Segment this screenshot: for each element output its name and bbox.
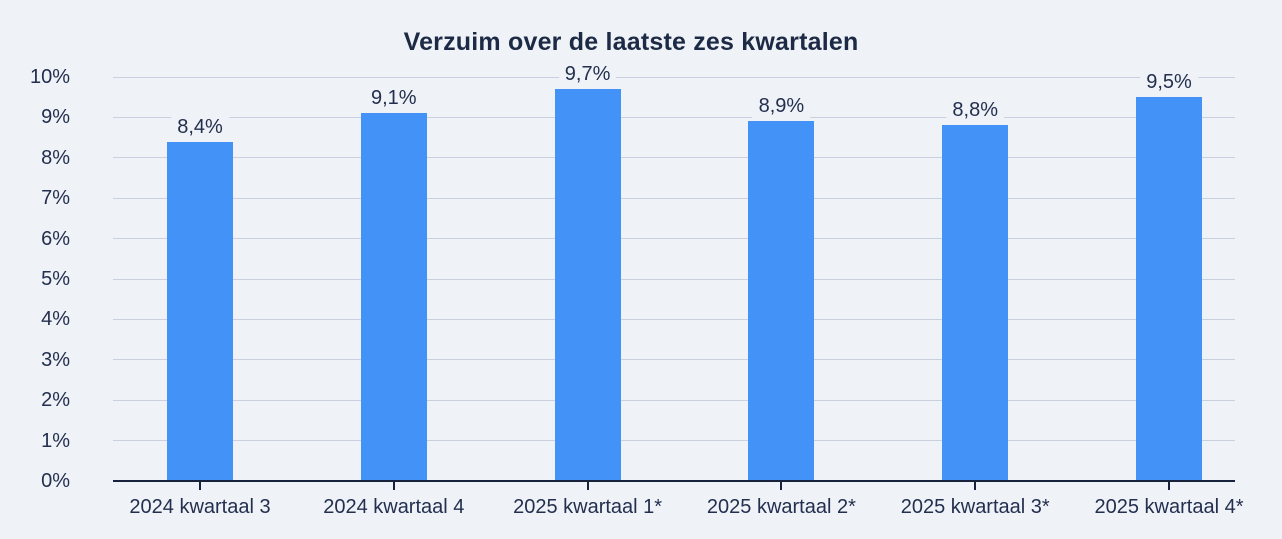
y-axis-tick-label: 7% xyxy=(41,187,70,210)
gridline xyxy=(113,76,1235,78)
gridline xyxy=(113,359,1235,361)
gridline xyxy=(113,318,1235,320)
gridline xyxy=(113,278,1235,280)
bar-value-label: 8,4% xyxy=(171,114,229,139)
x-axis-line xyxy=(113,480,1235,482)
x-axis-tick xyxy=(780,482,783,490)
chart-title: Verzuim over de laatste zes kwartalen xyxy=(403,28,859,56)
bar xyxy=(360,113,427,481)
y-axis-tick-label: 4% xyxy=(41,308,70,331)
x-axis-tick xyxy=(392,482,395,490)
bar xyxy=(748,121,815,481)
x-axis-tick-label: 2025 kwartaal 2* xyxy=(706,496,856,518)
x-axis-tick xyxy=(199,482,201,490)
gridline xyxy=(113,399,1235,401)
bar-value-label: 9,5% xyxy=(1140,70,1198,95)
bar-value-label: 9,7% xyxy=(558,62,617,87)
bar xyxy=(554,89,621,481)
y-axis-tick-label: 6% xyxy=(41,227,70,250)
y-axis-tick-label: 1% xyxy=(41,429,70,452)
x-axis-tick xyxy=(1168,482,1170,490)
y-axis-tick-label: 9% xyxy=(41,106,70,129)
gridline xyxy=(113,116,1235,118)
bar-value-label: 8,9% xyxy=(752,94,811,119)
x-axis-tick-label: 2025 kwartaal 1* xyxy=(513,496,663,518)
y-axis-tick-label: 10% xyxy=(29,66,70,88)
bar-value-label: 9,1% xyxy=(365,86,423,111)
plot-area: 8,4% 9,1% 9,7% 8,9% 8,8% 9,5% xyxy=(113,62,1235,481)
gridline xyxy=(113,157,1235,159)
y-axis-tick-label: 3% xyxy=(41,348,70,371)
x-axis-tick-label: 2024 kwartaal 4 xyxy=(323,496,465,518)
y-axis-tick-label: 5% xyxy=(41,268,70,290)
x-axis-tick xyxy=(586,482,589,490)
bar-value-label: 8,8% xyxy=(946,98,1004,123)
x-axis-tick xyxy=(974,482,977,490)
bar xyxy=(167,141,233,481)
y-axis-tick-label: 8% xyxy=(41,146,70,169)
gridline xyxy=(113,238,1235,240)
bar xyxy=(1136,97,1202,481)
y-axis-tick-label: 0% xyxy=(41,470,70,492)
y-axis-tick-label: 2% xyxy=(41,389,70,412)
gridline xyxy=(113,197,1235,199)
bar xyxy=(942,125,1009,481)
x-axis-tick-label: 2024 kwartaal 3 xyxy=(129,496,271,518)
x-axis-tick-label: 2025 kwartaal 3* xyxy=(900,496,1050,518)
x-axis-tick-label: 2025 kwartaal 4* xyxy=(1094,496,1244,518)
gridline xyxy=(113,440,1235,442)
